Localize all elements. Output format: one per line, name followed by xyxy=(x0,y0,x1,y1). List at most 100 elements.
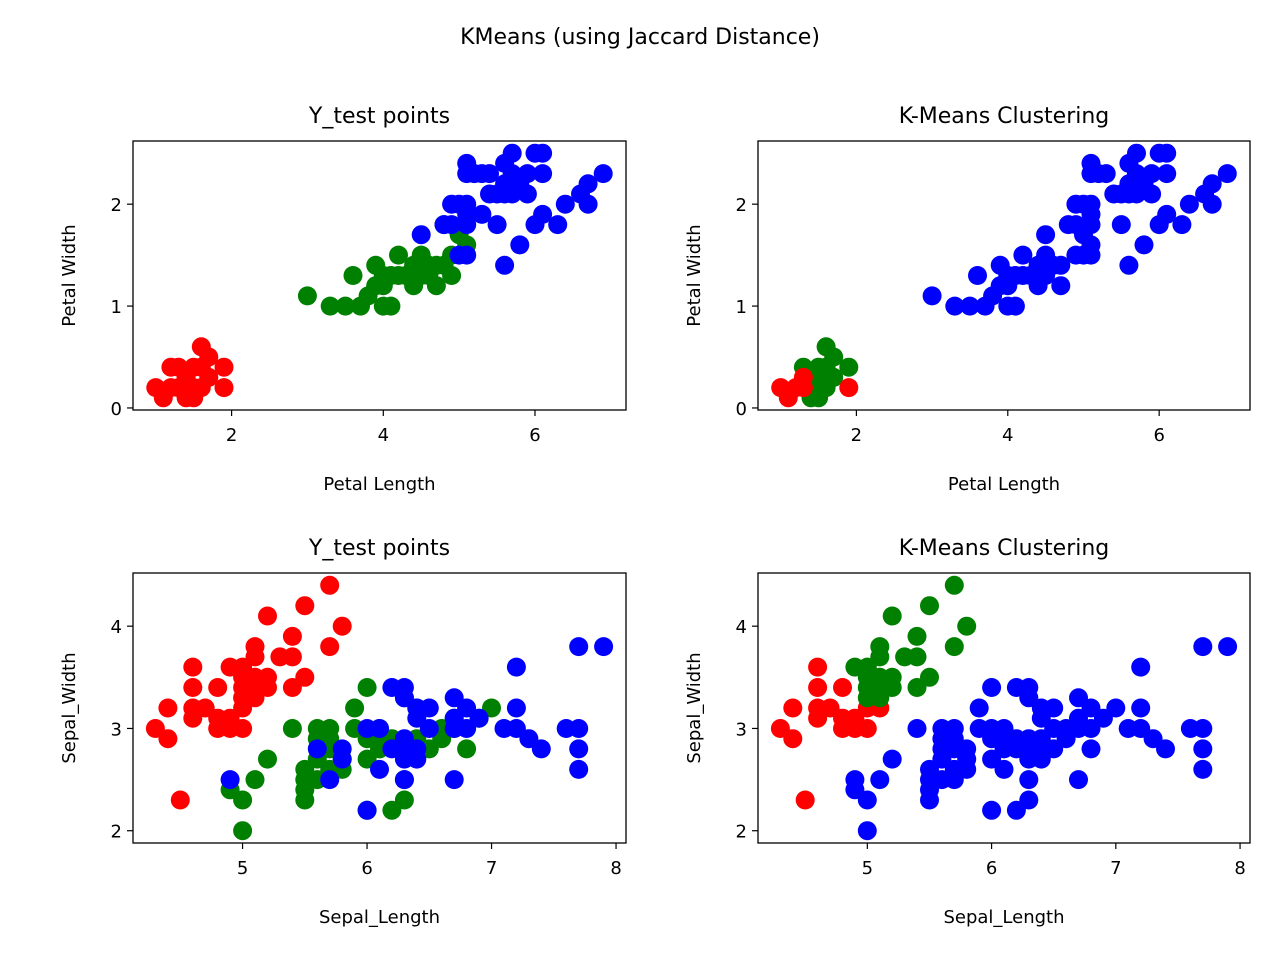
scatter-point xyxy=(233,821,253,841)
scatter-point xyxy=(1106,698,1126,718)
scatter-point xyxy=(1179,194,1199,214)
subplot-title: Y_test points xyxy=(308,104,450,129)
scatter-point xyxy=(1081,194,1101,214)
axes-frame xyxy=(132,140,627,411)
scatter-point xyxy=(407,739,427,759)
axes-frame xyxy=(132,572,627,844)
scatter-point xyxy=(394,790,414,810)
scatter-point xyxy=(982,678,1002,697)
y-axis-label: Sepal_Width xyxy=(59,652,80,763)
scatter-point xyxy=(258,606,277,626)
scatter-point xyxy=(1193,719,1213,738)
scatter-point xyxy=(320,637,340,657)
y-tick-label: 2 xyxy=(736,822,747,843)
scatter-point xyxy=(793,367,813,387)
scatter-point xyxy=(555,194,575,214)
scatter-point xyxy=(1142,164,1162,184)
scatter-point xyxy=(594,637,614,657)
scatter-point xyxy=(578,194,598,214)
scatter-point xyxy=(569,637,589,657)
scatter-point xyxy=(295,596,315,616)
scatter-point xyxy=(495,255,515,275)
scatter-point xyxy=(411,225,431,245)
scatter-point xyxy=(320,719,340,738)
scatter-point xyxy=(957,739,977,759)
scatter-point xyxy=(472,204,492,224)
scatter-point xyxy=(920,596,939,616)
scatter-point xyxy=(808,678,828,697)
x-tick-label: 4 xyxy=(378,425,389,446)
scatter-point xyxy=(345,698,365,718)
scatter-point xyxy=(945,296,965,316)
x-tick-label: 5 xyxy=(862,858,873,879)
subplot-bottom-right: K-Means Clustering Sepal_Length Sepal_Wi… xyxy=(684,536,1251,928)
scatter-point xyxy=(357,678,377,697)
scatter-point xyxy=(332,616,352,636)
scatter-point xyxy=(833,678,852,697)
scatter-point xyxy=(857,719,877,738)
scatter-point xyxy=(1127,143,1146,163)
scatter-point xyxy=(233,719,253,738)
x-tick-label: 8 xyxy=(1234,858,1245,879)
x-tick-label: 7 xyxy=(486,858,497,879)
x-tick-label: 6 xyxy=(361,858,372,879)
scatter-point xyxy=(1069,770,1088,790)
scatter-point xyxy=(1131,657,1151,677)
scatter-point xyxy=(922,286,942,306)
scatter-point xyxy=(419,719,439,738)
scatter-point xyxy=(1019,678,1039,697)
x-axis-label: Petal Length xyxy=(323,474,435,495)
scatter-point xyxy=(593,164,613,184)
scatter-point xyxy=(158,729,178,749)
y-tick-label: 1 xyxy=(736,297,747,318)
scatter-point xyxy=(1193,739,1213,759)
scatter-point xyxy=(506,698,526,718)
y-tick-label: 1 xyxy=(111,297,122,318)
scatter-point xyxy=(533,164,553,184)
scatter-point xyxy=(882,606,902,626)
scatter-point xyxy=(419,266,439,285)
scatter-point xyxy=(795,790,815,810)
scatter-point xyxy=(1013,245,1033,265)
scatter-point xyxy=(258,667,277,687)
scatter-points xyxy=(145,575,614,841)
y-tick-label: 2 xyxy=(736,195,747,216)
scatter-point xyxy=(957,616,977,636)
x-tick-label: 7 xyxy=(1110,858,1121,879)
scatter-point xyxy=(533,143,553,163)
scatter-point xyxy=(214,357,234,377)
scatter-point xyxy=(808,657,828,677)
y-tick-label: 0 xyxy=(736,399,747,420)
scatter-point xyxy=(170,790,190,810)
scatter-point xyxy=(569,739,589,759)
scatter-point xyxy=(1096,164,1116,184)
scatter-point xyxy=(907,719,927,738)
scatter-point xyxy=(357,800,377,820)
scatter-point xyxy=(258,749,277,769)
scatter-point xyxy=(578,174,598,194)
scatter-point xyxy=(320,770,340,790)
y-axis-label: Petal Width xyxy=(684,224,705,326)
scatter-point xyxy=(1051,255,1071,275)
scatter-point xyxy=(569,719,589,738)
scatter-point xyxy=(161,357,181,377)
scatter-points xyxy=(771,143,1237,408)
scatter-point xyxy=(457,739,477,759)
scatter-point xyxy=(944,719,964,738)
scatter-point xyxy=(295,667,315,687)
scatter-point xyxy=(469,708,489,728)
scatter-point xyxy=(233,790,253,810)
scatter-point xyxy=(907,647,927,667)
scatter-point xyxy=(1217,164,1237,184)
scatter-point xyxy=(245,770,265,790)
x-tick-label: 6 xyxy=(986,858,997,879)
scatter-point xyxy=(282,719,302,738)
x-tick-label: 2 xyxy=(226,425,237,446)
scatter-point xyxy=(517,184,537,204)
scatter-point xyxy=(1081,235,1101,255)
x-axis-label: Sepal_Length xyxy=(319,907,440,928)
scatter-point xyxy=(907,626,927,646)
scatter-point xyxy=(870,770,890,790)
subplot-title: K-Means Clustering xyxy=(899,536,1110,561)
